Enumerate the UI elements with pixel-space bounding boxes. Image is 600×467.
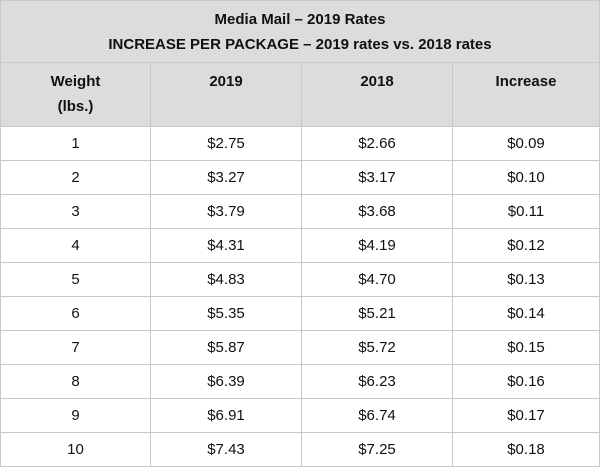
increase-cell: $0.10	[452, 160, 600, 195]
column-header-row: Weight (lbs.) 2019 2018 Increase	[0, 62, 600, 127]
increase-cell: $0.12	[452, 228, 600, 263]
increase-cell: $0.11	[452, 194, 600, 229]
rate-2019-cell: $4.31	[150, 228, 302, 263]
table-row: 1 $2.75 $2.66 $0.09	[0, 126, 600, 161]
increase-cell: $0.13	[452, 262, 600, 297]
rate-2018-cell: $7.25	[301, 432, 453, 467]
rate-2018-cell: $5.72	[301, 330, 453, 365]
weight-header-label: Weight	[50, 73, 101, 90]
table-row: 9 $6.91 $6.74 $0.17	[0, 398, 600, 433]
table-row: 4 $4.31 $4.19 $0.12	[0, 228, 600, 263]
table-row: 8 $6.39 $6.23 $0.16	[0, 364, 600, 399]
weight-cell: 8	[0, 364, 151, 399]
rate-2018-cell: $3.68	[301, 194, 453, 229]
column-header-weight: Weight (lbs.)	[0, 62, 151, 127]
weight-cell: 1	[0, 126, 151, 161]
weight-cell: 10	[0, 432, 151, 467]
rate-2019-cell: $6.91	[150, 398, 302, 433]
increase-cell: $0.16	[452, 364, 600, 399]
increase-cell: $0.17	[452, 398, 600, 433]
rate-2018-cell: $6.74	[301, 398, 453, 433]
rate-2019-cell: $4.83	[150, 262, 302, 297]
increase-cell: $0.09	[452, 126, 600, 161]
table-caption: Media Mail – 2019 Rates INCREASE PER PAC…	[0, 0, 600, 63]
table-row: 10 $7.43 $7.25 $0.18	[0, 432, 600, 467]
table-subtitle: INCREASE PER PACKAGE – 2019 rates vs. 20…	[108, 35, 492, 53]
weight-cell: 5	[0, 262, 151, 297]
weight-cell: 4	[0, 228, 151, 263]
weight-cell: 3	[0, 194, 151, 229]
table-body: 1 $2.75 $2.66 $0.09 2 $3.27 $3.17 $0.10 …	[0, 126, 600, 467]
column-header-2018: 2018	[301, 62, 453, 127]
rate-2018-cell: $4.19	[301, 228, 453, 263]
rate-2019-cell: $3.27	[150, 160, 302, 195]
increase-cell: $0.18	[452, 432, 600, 467]
table-row: 2 $3.27 $3.17 $0.10	[0, 160, 600, 195]
table-row: 6 $5.35 $5.21 $0.14	[0, 296, 600, 331]
increase-cell: $0.14	[452, 296, 600, 331]
table-caption-row: Media Mail – 2019 Rates INCREASE PER PAC…	[0, 0, 600, 63]
weight-header-unit: (lbs.)	[57, 98, 94, 115]
column-header-increase: Increase	[452, 62, 600, 127]
rate-2018-cell: $5.21	[301, 296, 453, 331]
table-row: 3 $3.79 $3.68 $0.11	[0, 194, 600, 229]
weight-cell: 2	[0, 160, 151, 195]
rate-2018-cell: $2.66	[301, 126, 453, 161]
table-title: Media Mail – 2019 Rates	[214, 10, 386, 28]
rate-2019-cell: $2.75	[150, 126, 302, 161]
column-header-2019: 2019	[150, 62, 302, 127]
rate-2019-cell: $7.43	[150, 432, 302, 467]
weight-cell: 7	[0, 330, 151, 365]
weight-cell: 6	[0, 296, 151, 331]
rate-2018-cell: $6.23	[301, 364, 453, 399]
rate-2019-cell: $6.39	[150, 364, 302, 399]
rate-2019-cell: $5.87	[150, 330, 302, 365]
rate-2018-cell: $3.17	[301, 160, 453, 195]
table-row: 7 $5.87 $5.72 $0.15	[0, 330, 600, 365]
rate-2018-cell: $4.70	[301, 262, 453, 297]
rate-2019-cell: $3.79	[150, 194, 302, 229]
increase-cell: $0.15	[452, 330, 600, 365]
table-row: 5 $4.83 $4.70 $0.13	[0, 262, 600, 297]
weight-cell: 9	[0, 398, 151, 433]
rate-2019-cell: $5.35	[150, 296, 302, 331]
